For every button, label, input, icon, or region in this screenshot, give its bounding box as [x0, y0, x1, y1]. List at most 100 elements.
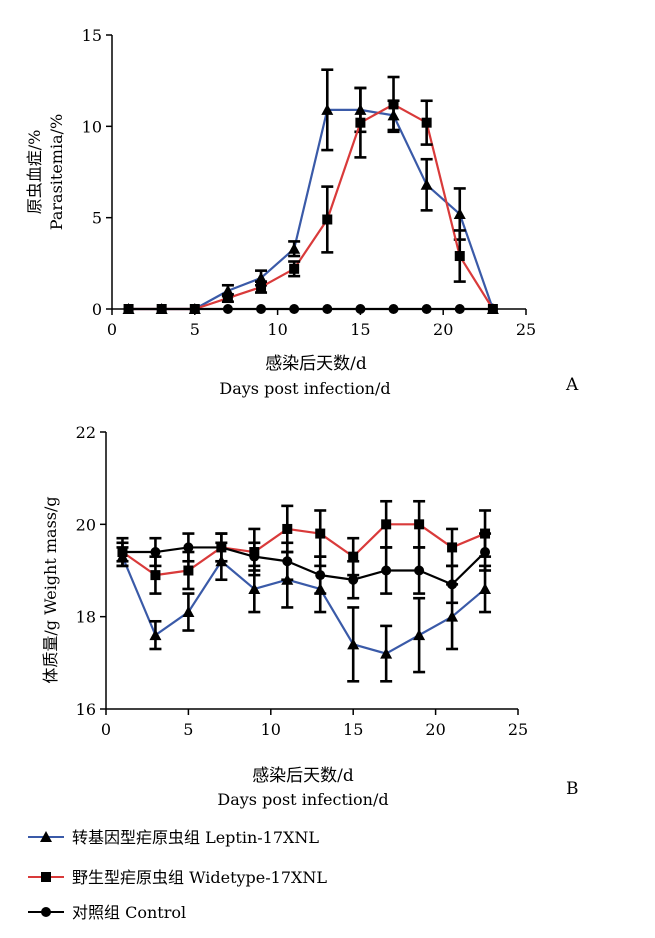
- panel-a-ylabel-en: Parasitemia/%: [47, 114, 66, 230]
- panel-a-x-tick-label: 0: [107, 320, 117, 339]
- panel-a-xlabel-en: Days post infection/d: [219, 379, 390, 398]
- panel-b-data-point: [447, 579, 458, 590]
- panel-b-data-point: [216, 542, 227, 553]
- panel-b-data-point: [117, 547, 128, 558]
- panel-a-data-point: [388, 304, 399, 314]
- panel-b-data-point: [183, 565, 194, 576]
- panel-a-data-point: [255, 271, 268, 283]
- panel-b-data-point: [479, 582, 492, 594]
- panel-a-x-tick-label: 25: [516, 320, 536, 339]
- panel-a-data-point: [355, 304, 366, 314]
- panel-b-data-point: [414, 565, 425, 576]
- panel-a-data-point: [388, 99, 399, 110]
- panel-b-x-tick-label: 15: [343, 720, 363, 739]
- panel-b-data-point: [150, 547, 161, 558]
- panel-b-series-line: [121, 556, 486, 655]
- panel-b-x-tick-label: 10: [261, 720, 281, 739]
- panel-a-data-point: [421, 304, 432, 314]
- panel-b-y-tick-label: 22: [76, 423, 96, 442]
- legend-item-control: 对照组 Control: [28, 903, 186, 922]
- panel-a-data-point: [322, 214, 333, 225]
- panel-a-label: A: [565, 375, 579, 395]
- panel-a-data-point: [222, 293, 233, 304]
- legend-item-widetype: 野生型疟原虫组 Widetype-17XNL: [28, 868, 327, 887]
- panel-a-series-line: [128, 108, 494, 311]
- legend-square-icon: [41, 872, 51, 882]
- panel-b-series-0: [116, 541, 492, 683]
- panel-b-data-point: [149, 629, 162, 641]
- panel-b-data-point: [348, 574, 359, 585]
- panel-b-ylabel: 体质量/g Weight mass/g: [41, 496, 60, 683]
- panel-a-series-2: [123, 304, 498, 314]
- legend-circle-icon: [41, 907, 51, 917]
- panel-b-x-tick-label: 25: [508, 720, 528, 739]
- panel-a-data-point: [454, 251, 465, 262]
- panel-a-data-point: [156, 304, 167, 314]
- panel-a-series-1: [123, 75, 498, 314]
- panel-b-y-tick-label: 20: [76, 515, 96, 534]
- legend: 转基因型疟原虫组 Leptin-17XNL 野生型疟原虫组 Widetype-1…: [28, 828, 327, 922]
- panel-a-data-point: [487, 304, 498, 314]
- panel-a-x-tick-label: 5: [190, 320, 200, 339]
- panel-b-data-point: [381, 519, 392, 530]
- panel-a-y-tick-label: 5: [92, 209, 102, 228]
- panel-a-data-point: [289, 263, 300, 274]
- panel-a-xlabel-cn: 感染后天数/d: [265, 354, 367, 374]
- panel-b-chart: 0 5 10 15 20 25 16 18 20 22: [76, 423, 529, 739]
- panel-b-y-tick-label: 16: [76, 700, 96, 719]
- panel-a-ylabel-cn: 原虫血症/%: [25, 130, 44, 215]
- panel-b-series-line: [122, 546, 486, 586]
- panel-a-data-point: [322, 304, 333, 314]
- panel-b-data-point: [447, 542, 458, 553]
- legend-label-control: 对照组 Control: [72, 903, 186, 922]
- panel-b-data-point: [315, 570, 326, 581]
- panel-b-data-point: [380, 647, 393, 659]
- panel-a-x-tick-label: 10: [267, 320, 287, 339]
- panel-a-data-point: [256, 282, 267, 293]
- panel-b-data-point: [480, 547, 491, 558]
- panel-a-data-point: [288, 242, 301, 254]
- panel-b-data-point: [150, 570, 161, 581]
- legend-triangle-icon: [40, 831, 52, 842]
- panel-b-data-point: [413, 629, 426, 641]
- panel-b-x-tick-label: 0: [101, 720, 111, 739]
- panel-b-xlabel-cn: 感染后天数/d: [252, 766, 354, 786]
- panel-b-y-tick-label: 18: [76, 608, 96, 627]
- panel-a-data-point: [420, 178, 433, 190]
- panel-a-series-line: [128, 103, 494, 311]
- panel-b-data-point: [348, 551, 359, 562]
- panel-a-data-point: [321, 103, 334, 115]
- panel-a-data-point: [189, 304, 200, 314]
- panel-a-series-0: [122, 68, 499, 314]
- panel-b-data-point: [315, 528, 326, 539]
- legend-label-widetype: 野生型疟原虫组 Widetype-17XNL: [72, 868, 327, 887]
- panel-a-x-tick-label: 20: [433, 320, 453, 339]
- panel-b-data-point: [183, 542, 194, 553]
- panel-b-label: B: [566, 779, 579, 799]
- panel-a-y-tick-label: 10: [82, 117, 102, 136]
- panel-b-data-point: [248, 582, 261, 594]
- panel-b-x-tick-label: 5: [183, 720, 193, 739]
- panel-a-data-point: [222, 304, 233, 314]
- panel-b-data-point: [249, 551, 260, 562]
- panel-b-series-1: [116, 499, 492, 595]
- panel-a-data-point: [289, 304, 300, 314]
- panel-a-y-tick-label: 15: [82, 26, 102, 45]
- panel-a-x-tick-label: 15: [350, 320, 370, 339]
- panel-a-data-point: [453, 208, 466, 220]
- panel-b-x-tick-label: 20: [425, 720, 445, 739]
- panel-a-data-point: [123, 304, 134, 314]
- panel-b-data-point: [347, 638, 360, 650]
- legend-label-leptin: 转基因型疟原虫组 Leptin-17XNL: [72, 828, 319, 847]
- panel-b-series-2: [116, 532, 492, 605]
- panel-a-y-tick-label: 0: [92, 300, 102, 319]
- panel-a-data-point: [454, 304, 465, 314]
- panel-a-data-point: [256, 304, 267, 314]
- panel-b-series-line: [121, 523, 486, 577]
- panel-b-data-point: [182, 606, 195, 618]
- panel-b-xlabel-en: Days post infection/d: [217, 790, 388, 809]
- panel-b-data-point: [282, 523, 293, 534]
- panel-b-data-point: [282, 556, 293, 567]
- legend-item-leptin: 转基因型疟原虫组 Leptin-17XNL: [28, 828, 319, 847]
